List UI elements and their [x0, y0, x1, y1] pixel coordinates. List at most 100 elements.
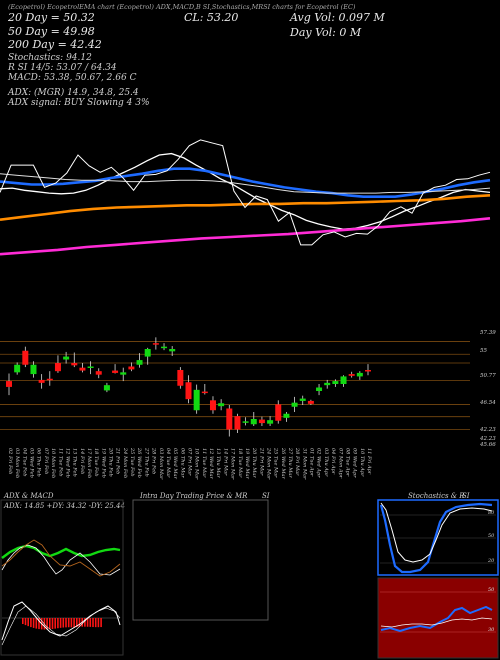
candle-body [30, 364, 37, 375]
date-label: 26 Wed Mar [280, 447, 286, 480]
date-label: 21 Fri Mar [258, 447, 264, 476]
macd-histogram-bar [54, 618, 56, 629]
macd-histogram-bar [62, 618, 65, 628]
macd-histogram-bar [86, 618, 89, 627]
candle-body [169, 349, 176, 352]
date-label: 19 Wed Feb [100, 448, 106, 478]
adx-values: ADX: 14.85 +DY: 34.32 -DY: 25.44 [4, 502, 125, 510]
date-label: 21 Fri Feb [115, 447, 121, 474]
candle-body [152, 343, 159, 345]
date-label: 01 Tue Apr [309, 448, 315, 477]
candle-body [38, 379, 45, 383]
candle-body [258, 419, 265, 424]
price-level-label: 45.66 [480, 442, 496, 448]
stoch-tick-label: 20 [487, 558, 495, 564]
candle-body [128, 366, 135, 370]
stoch-title: Stochastics & R [408, 492, 465, 500]
macd-histogram-bar [94, 618, 97, 628]
candle-body [87, 366, 94, 368]
stoch-si-label: SI [462, 492, 470, 500]
macd-histogram-bar [22, 618, 24, 624]
candle-body [201, 391, 208, 394]
ema-chart [0, 139, 491, 256]
macd-histogram-bar [92, 618, 94, 628]
candle-body [275, 404, 282, 421]
date-label: 11 Fri Apr [366, 448, 372, 475]
minus-di-line [1, 539, 121, 577]
candle-body [365, 370, 371, 372]
macd-histogram-bar [65, 618, 67, 628]
date-label: 17 Mon Feb [86, 448, 92, 478]
date-label: 17 Mon Mar [230, 448, 236, 480]
candle-body [193, 389, 200, 411]
price-level-label: 50.77 [480, 373, 496, 379]
date-label: 13 Thu Feb [72, 448, 78, 477]
macd-label: MACD: 53.38, 50.67, 2.66 C [8, 73, 137, 83]
intraday-panel [132, 499, 269, 621]
candle-body [6, 381, 12, 387]
macd-line [1, 601, 121, 641]
price-level-label: 46.54 [480, 400, 496, 406]
date-label: 03 Mon Mar [158, 448, 164, 480]
price-line [0, 139, 491, 246]
price-level-label: 57.39 [480, 330, 496, 336]
date-label: 12 Wed Feb [64, 448, 70, 478]
date-label: 28 Fri Mar [294, 447, 300, 476]
price-level-label: 42.23 [480, 436, 496, 442]
date-label: 20 Thu Feb [108, 447, 114, 477]
date-label: 18 Tue Mar [237, 448, 243, 478]
macd-histogram-bar [84, 618, 86, 627]
candle-body [324, 382, 331, 386]
avg-vol-label: Avg Vol: 0.097 M [290, 11, 385, 24]
macd-histogram-bar [30, 618, 32, 628]
day-vol-label: Day Vol: 0 M [290, 26, 362, 39]
macd-histogram-bar [24, 618, 27, 626]
date-label: 03 Thu Apr [323, 448, 329, 477]
macd-histogram-bar [67, 618, 70, 628]
candle-body [283, 413, 290, 418]
candle-body [79, 367, 86, 371]
date-label: 19 Wed Mar [244, 448, 250, 480]
close-label: CL: 53.20 [184, 11, 239, 24]
candle-body [103, 385, 110, 391]
candle-body [161, 346, 168, 349]
date-label: 11 Tue Mar [201, 448, 207, 478]
header-title: (Ecopetrol) EcopetrolEMA chart (Ecopetro… [8, 3, 356, 11]
ema20-label: 20 Day = 50.32 [8, 11, 95, 24]
candle-body [291, 402, 298, 407]
date-label: 24 Mon Feb [122, 447, 128, 478]
plus-di-line [1, 544, 121, 576]
date-label: 04 Fri Apr [330, 448, 336, 475]
candle-body [307, 400, 314, 404]
ema-line-2 [0, 173, 491, 194]
ema-line-3 [0, 194, 491, 221]
ema-line-1 [0, 167, 491, 198]
date-label: 25 Tue Feb [129, 447, 135, 476]
candle-body [316, 387, 323, 391]
candle-body [242, 421, 249, 423]
date-label: 13 Thu Mar [215, 448, 221, 478]
date-label: 03 Mon Feb [14, 448, 20, 478]
stoch-tick-label: 50 [488, 533, 495, 539]
date-label: 05 Wed Feb [29, 448, 35, 478]
candle-body [299, 398, 306, 401]
stoch-panel [377, 499, 499, 576]
macd-histogram-bar [51, 618, 54, 629]
rsi-tick-label: 50 [488, 587, 495, 593]
candle-body [250, 419, 257, 425]
date-label: 07 Fri Feb [43, 448, 49, 474]
date-label: 04 Tue Mar [165, 448, 171, 478]
macd-histogram-bar [49, 618, 51, 630]
candle-body [267, 420, 274, 424]
macd-histogram-bar [35, 618, 38, 629]
date-label: 25 Tue Mar [273, 447, 279, 478]
candle-body [144, 349, 151, 357]
ema-line-0 [0, 152, 491, 230]
macd-histogram-bar [46, 618, 48, 630]
date-label: 27 Thu Feb [143, 447, 149, 477]
macd-histogram-bar [78, 618, 81, 627]
candle-body [120, 372, 127, 375]
adx-macd-title: ADX & MACD [4, 492, 54, 500]
candle-body [71, 363, 78, 366]
